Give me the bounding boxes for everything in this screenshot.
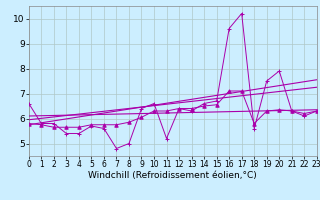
- X-axis label: Windchill (Refroidissement éolien,°C): Windchill (Refroidissement éolien,°C): [88, 171, 257, 180]
